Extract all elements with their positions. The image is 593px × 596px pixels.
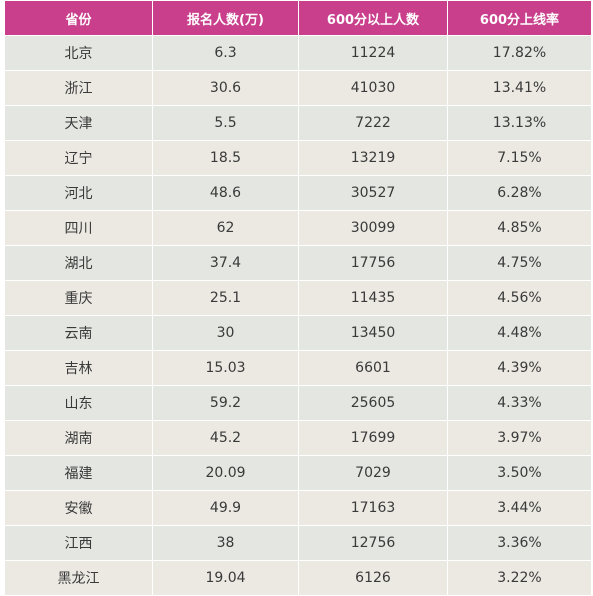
cell-rate-600: 4.56% — [448, 281, 591, 315]
score-table-container: 省份 报名人数(万) 600分以上人数 600分上线率 北京 6.3 11224 17… — [4, 0, 592, 596]
table-header-row: 省份 报名人数(万) 600分以上人数 600分上线率 — [5, 1, 591, 35]
cell-province: 湖北 — [5, 246, 152, 280]
cell-applicants: 19.04 — [153, 561, 298, 595]
table-row: 河北 48.6 30527 6.28% — [5, 176, 591, 210]
table-row: 四川 62 30099 4.85% — [5, 211, 591, 245]
cell-count-600: 6126 — [299, 561, 447, 595]
cell-province: 河北 — [5, 176, 152, 210]
cell-count-600: 6601 — [299, 351, 447, 385]
cell-count-600: 12756 — [299, 526, 447, 560]
table-row: 天津 5.5 7222 13.13% — [5, 106, 591, 140]
table-row: 黑龙江 19.04 6126 3.22% — [5, 561, 591, 595]
table-row: 浙江 30.6 41030 13.41% — [5, 71, 591, 105]
table-row: 辽宁 18.5 13219 7.15% — [5, 141, 591, 175]
cell-applicants: 18.5 — [153, 141, 298, 175]
cell-province: 天津 — [5, 106, 152, 140]
cell-rate-600: 6.28% — [448, 176, 591, 210]
header-applicants: 报名人数(万) — [153, 1, 298, 35]
cell-rate-600: 7.15% — [448, 141, 591, 175]
header-count-600: 600分以上人数 — [299, 1, 447, 35]
cell-count-600: 17756 — [299, 246, 447, 280]
cell-applicants: 38 — [153, 526, 298, 560]
cell-count-600: 11224 — [299, 36, 447, 70]
cell-count-600: 7222 — [299, 106, 447, 140]
cell-count-600: 41030 — [299, 71, 447, 105]
cell-applicants: 30.6 — [153, 71, 298, 105]
cell-rate-600: 4.85% — [448, 211, 591, 245]
header-rate-600: 600分上线率 — [448, 1, 591, 35]
cell-applicants: 49.9 — [153, 491, 298, 525]
cell-applicants: 5.5 — [153, 106, 298, 140]
cell-count-600: 13219 — [299, 141, 447, 175]
cell-count-600: 11435 — [299, 281, 447, 315]
cell-province: 安徽 — [5, 491, 152, 525]
cell-province: 黑龙江 — [5, 561, 152, 595]
cell-rate-600: 3.22% — [448, 561, 591, 595]
table-row: 安徽 49.9 17163 3.44% — [5, 491, 591, 525]
cell-applicants: 20.09 — [153, 456, 298, 490]
cell-count-600: 17163 — [299, 491, 447, 525]
cell-province: 云南 — [5, 316, 152, 350]
cell-rate-600: 13.13% — [448, 106, 591, 140]
cell-applicants: 37.4 — [153, 246, 298, 280]
cell-count-600: 30099 — [299, 211, 447, 245]
header-province: 省份 — [5, 1, 152, 35]
table-body: 北京 6.3 11224 17.82% 浙江 30.6 41030 13.41% 天津 5.5 72… — [5, 36, 591, 595]
cell-rate-600: 4.48% — [448, 316, 591, 350]
cell-province: 四川 — [5, 211, 152, 245]
cell-rate-600: 4.33% — [448, 386, 591, 420]
cell-province: 山东 — [5, 386, 152, 420]
cell-province: 福建 — [5, 456, 152, 490]
table-row: 湖南 45.2 17699 3.97% — [5, 421, 591, 455]
table-row: 重庆 25.1 11435 4.56% — [5, 281, 591, 315]
cell-rate-600: 3.97% — [448, 421, 591, 455]
table-row: 湖北 37.4 17756 4.75% — [5, 246, 591, 280]
cell-applicants: 48.6 — [153, 176, 298, 210]
table-row: 吉林 15.03 6601 4.39% — [5, 351, 591, 385]
cell-province: 江西 — [5, 526, 152, 560]
cell-rate-600: 3.44% — [448, 491, 591, 525]
cell-count-600: 25605 — [299, 386, 447, 420]
table-row: 江西 38 12756 3.36% — [5, 526, 591, 560]
cell-count-600: 7029 — [299, 456, 447, 490]
cell-province: 浙江 — [5, 71, 152, 105]
cell-applicants: 6.3 — [153, 36, 298, 70]
cell-province: 湖南 — [5, 421, 152, 455]
cell-rate-600: 4.39% — [448, 351, 591, 385]
cell-count-600: 17699 — [299, 421, 447, 455]
cell-rate-600: 17.82% — [448, 36, 591, 70]
cell-rate-600: 3.50% — [448, 456, 591, 490]
cell-applicants: 25.1 — [153, 281, 298, 315]
cell-applicants: 30 — [153, 316, 298, 350]
cell-applicants: 62 — [153, 211, 298, 245]
cell-applicants: 59.2 — [153, 386, 298, 420]
table-row: 福建 20.09 7029 3.50% — [5, 456, 591, 490]
cell-count-600: 30527 — [299, 176, 447, 210]
table-row: 山东 59.2 25605 4.33% — [5, 386, 591, 420]
table-row: 云南 30 13450 4.48% — [5, 316, 591, 350]
cell-count-600: 13450 — [299, 316, 447, 350]
score-table: 省份 报名人数(万) 600分以上人数 600分上线率 北京 6.3 11224 17… — [4, 0, 592, 596]
cell-rate-600: 4.75% — [448, 246, 591, 280]
cell-province: 重庆 — [5, 281, 152, 315]
cell-province: 北京 — [5, 36, 152, 70]
cell-applicants: 15.03 — [153, 351, 298, 385]
cell-province: 吉林 — [5, 351, 152, 385]
cell-rate-600: 3.36% — [448, 526, 591, 560]
cell-applicants: 45.2 — [153, 421, 298, 455]
cell-rate-600: 13.41% — [448, 71, 591, 105]
cell-province: 辽宁 — [5, 141, 152, 175]
table-row: 北京 6.3 11224 17.82% — [5, 36, 591, 70]
